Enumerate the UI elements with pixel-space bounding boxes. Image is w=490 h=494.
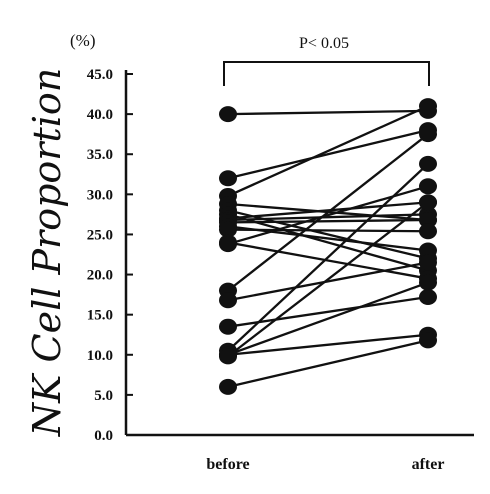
significance-bracket xyxy=(223,61,430,86)
point-before xyxy=(219,236,237,253)
point-before xyxy=(219,348,237,365)
y-tick-label: 40.0 xyxy=(87,107,113,123)
point-before xyxy=(219,318,237,335)
pair-line xyxy=(227,213,429,222)
axes xyxy=(124,70,474,437)
pair-line xyxy=(227,339,429,388)
y-tick-label: 20.0 xyxy=(87,268,113,284)
pair-line xyxy=(227,105,429,197)
y-axis-title: NK Cell Proportion xyxy=(25,68,69,437)
point-after xyxy=(419,289,437,306)
pair-line xyxy=(227,163,429,352)
y-tick-label: 5.0 xyxy=(94,388,113,404)
point-after xyxy=(419,178,437,195)
chart-labels: (%) NK Cell Proportion P< 0.05 before aft… xyxy=(25,31,444,473)
pair-line xyxy=(227,201,429,358)
y-tick-label: 25.0 xyxy=(87,227,113,243)
significance-label: P< 0.05 xyxy=(299,35,349,52)
pair-line xyxy=(227,228,429,233)
category-label-after: after xyxy=(412,456,445,473)
pair-line xyxy=(227,109,429,116)
point-after xyxy=(419,223,437,240)
pair-line xyxy=(227,333,429,356)
point-after xyxy=(419,254,437,271)
y-tick-label: 30.0 xyxy=(87,187,113,203)
pair-line xyxy=(227,129,429,180)
pair-line xyxy=(227,241,429,280)
pair-line xyxy=(227,295,429,328)
point-before xyxy=(219,170,237,187)
pair-lines xyxy=(227,105,429,388)
point-after xyxy=(419,274,437,291)
pair-line xyxy=(227,133,429,292)
point-after xyxy=(419,332,437,349)
point-before xyxy=(219,378,237,395)
pair-line xyxy=(227,281,429,356)
point-after xyxy=(419,242,437,259)
y-tick-label: 35.0 xyxy=(87,147,113,163)
pair-line xyxy=(227,261,429,302)
point-before xyxy=(219,221,237,238)
pair-line xyxy=(227,218,429,224)
y-tick-label: 0.0 xyxy=(94,428,113,444)
point-after xyxy=(419,126,437,143)
pair-line xyxy=(227,213,429,272)
y-tick-label: 10.0 xyxy=(87,348,113,364)
category-label-before: before xyxy=(206,456,249,473)
y-ticks: 0.0 5.0 10.0 15.0 20.0 25.0 30.0 35.0 40.0 45.0 xyxy=(87,67,133,444)
pair-line xyxy=(227,201,429,220)
point-after xyxy=(419,155,437,172)
point-after xyxy=(419,98,437,115)
y-tick-label: 15.0 xyxy=(87,308,113,324)
data-points xyxy=(219,98,437,395)
point-before xyxy=(219,106,237,123)
point-after xyxy=(419,194,437,211)
point-after xyxy=(419,212,437,229)
unit-label: (%) xyxy=(70,31,95,50)
y-tick-label: 45.0 xyxy=(87,67,113,83)
point-before xyxy=(219,292,237,309)
